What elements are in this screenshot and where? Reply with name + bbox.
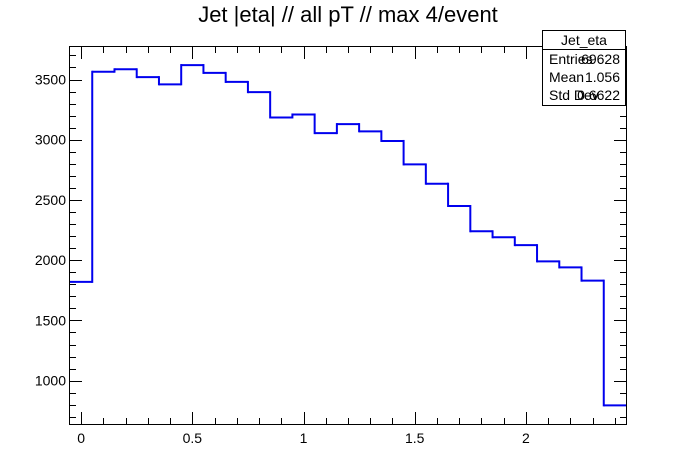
y-tick-label: 3000 [35,132,66,148]
stats-row-mean: Mean 1.056 [543,68,625,86]
y-tick-label: 1500 [35,312,66,328]
stats-label: Entries [549,51,593,67]
stats-value: 1.056 [584,69,620,85]
y-tick-label: 3500 [35,72,66,88]
x-tick-label: 1.5 [405,430,425,446]
y-tick-label: 2500 [35,192,66,208]
stats-value: 69628 [581,51,620,67]
x-tick-label: 2 [522,430,530,446]
stats-value: 0.6622 [577,87,620,103]
stats-label: Std Dev [549,87,599,103]
x-tick-label: 0.5 [183,430,203,446]
stats-row-entries: Entries 69628 [543,50,625,68]
chart-title: Jet |eta| // all pT // max 4/event [198,2,498,27]
y-tick-label: 1000 [35,373,66,389]
x-tick-label: 1 [300,430,308,446]
stats-title: Jet_eta [543,31,625,50]
y-tick-label: 2000 [35,252,66,268]
stats-box: Jet_eta Entries 69628 Mean 1.056 Std Dev… [542,30,626,106]
stats-row-std-dev: Std Dev 0.6622 [543,86,625,104]
stats-label: Mean [549,69,585,85]
x-tick-label: 0 [77,430,85,446]
plot-frame [69,46,627,425]
